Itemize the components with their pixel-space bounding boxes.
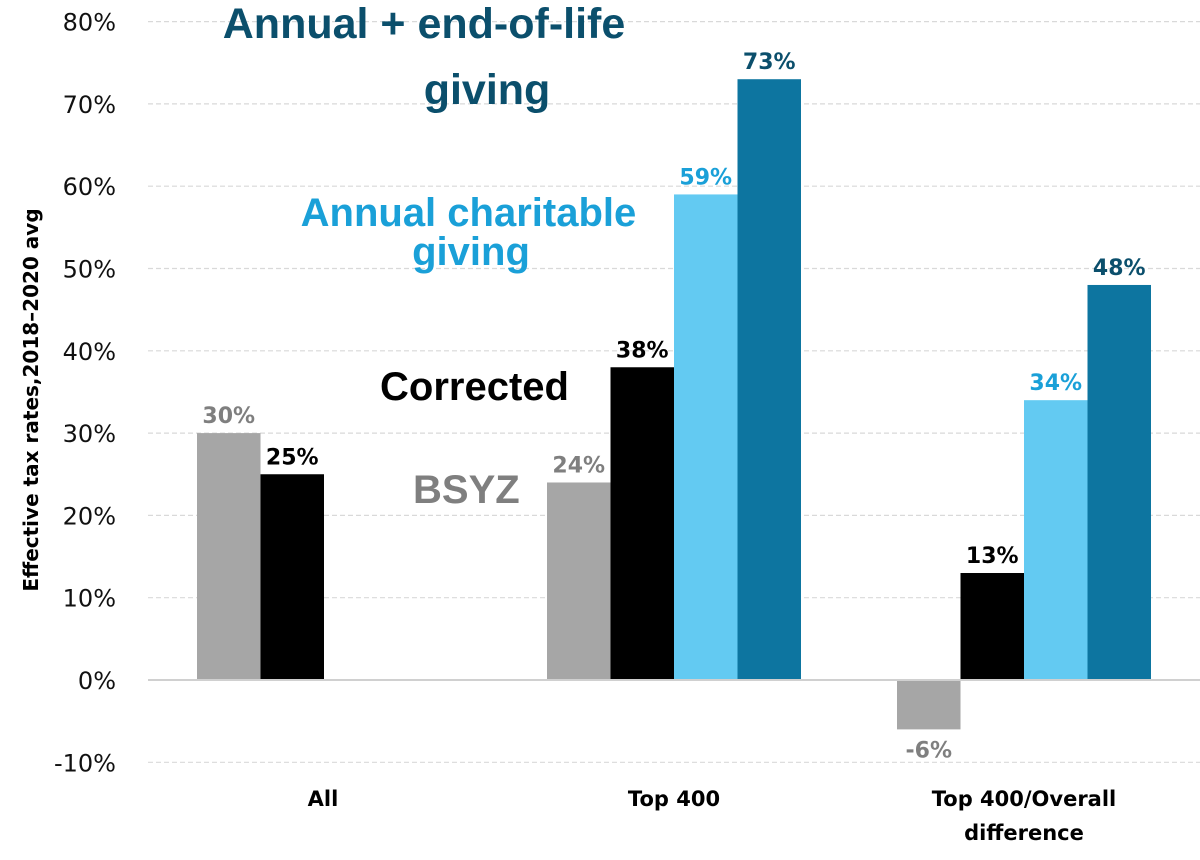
bars bbox=[197, 79, 1151, 730]
bar-annual-charitable-giving bbox=[1024, 400, 1088, 680]
annotation-annual-end-of-life: Annual + end-of-life giving bbox=[223, 0, 637, 114]
data-label: 30% bbox=[202, 404, 255, 429]
annotation-bsyz: BSYZ bbox=[413, 468, 520, 512]
annotation-annual-charitable: Annual charitable giving bbox=[301, 191, 648, 274]
data-labels: 30% 25% 24% 38% 59% 73% -6% 13% 34% 48% bbox=[202, 50, 1145, 763]
bar-annual-charitable-giving bbox=[674, 194, 738, 680]
y-tick-label: 20% bbox=[63, 502, 116, 530]
bar-bsyz bbox=[197, 433, 261, 680]
bar-annual-end-of-life-giving bbox=[737, 79, 801, 680]
y-tick-label: 50% bbox=[63, 256, 116, 284]
data-label: 59% bbox=[679, 165, 732, 190]
bar-corrected bbox=[610, 367, 674, 680]
annotation-corrected: Corrected bbox=[380, 365, 569, 409]
bar-bsyz bbox=[897, 680, 961, 730]
data-label: -6% bbox=[906, 738, 952, 763]
y-tick-label: 60% bbox=[63, 173, 116, 201]
data-label: 48% bbox=[1093, 256, 1146, 281]
data-label: 24% bbox=[552, 453, 605, 478]
y-axis-ticks: -10% 0% 10% 20% 30% 40% 50% 60% 70% 80% bbox=[54, 9, 116, 778]
annotation-line: giving bbox=[412, 230, 530, 274]
annotation-line: giving bbox=[424, 66, 551, 114]
annotation-line: Annual charitable bbox=[301, 191, 637, 235]
y-tick-label: -10% bbox=[54, 749, 116, 777]
x-category-label: difference bbox=[964, 821, 1084, 845]
x-category-label: Top 400/Overall bbox=[932, 787, 1117, 811]
bar-corrected bbox=[960, 573, 1024, 680]
y-tick-label: 30% bbox=[63, 420, 116, 448]
annotation-line: Annual + end-of-life bbox=[223, 0, 626, 48]
y-tick-label: 0% bbox=[78, 667, 116, 695]
y-tick-label: 10% bbox=[63, 585, 116, 613]
bar-corrected bbox=[260, 474, 324, 680]
data-label: 34% bbox=[1029, 371, 1082, 396]
y-axis-label: Effective tax rates,2018–2020 avg bbox=[19, 208, 43, 591]
x-axis-category-labels: All Top 400 Top 400/Overall difference bbox=[308, 787, 1117, 845]
data-label: 73% bbox=[743, 50, 796, 75]
bar-annual-end-of-life-giving bbox=[1087, 284, 1151, 680]
x-category-label: All bbox=[308, 787, 339, 811]
y-tick-label: 80% bbox=[63, 9, 116, 37]
data-label: 25% bbox=[266, 445, 319, 470]
y-tick-label: 40% bbox=[63, 338, 116, 366]
bar-bsyz bbox=[547, 482, 611, 680]
x-category-label: Top 400 bbox=[628, 787, 720, 811]
y-tick-label: 70% bbox=[63, 91, 116, 119]
data-label: 13% bbox=[966, 544, 1019, 569]
data-label: 38% bbox=[616, 338, 669, 363]
